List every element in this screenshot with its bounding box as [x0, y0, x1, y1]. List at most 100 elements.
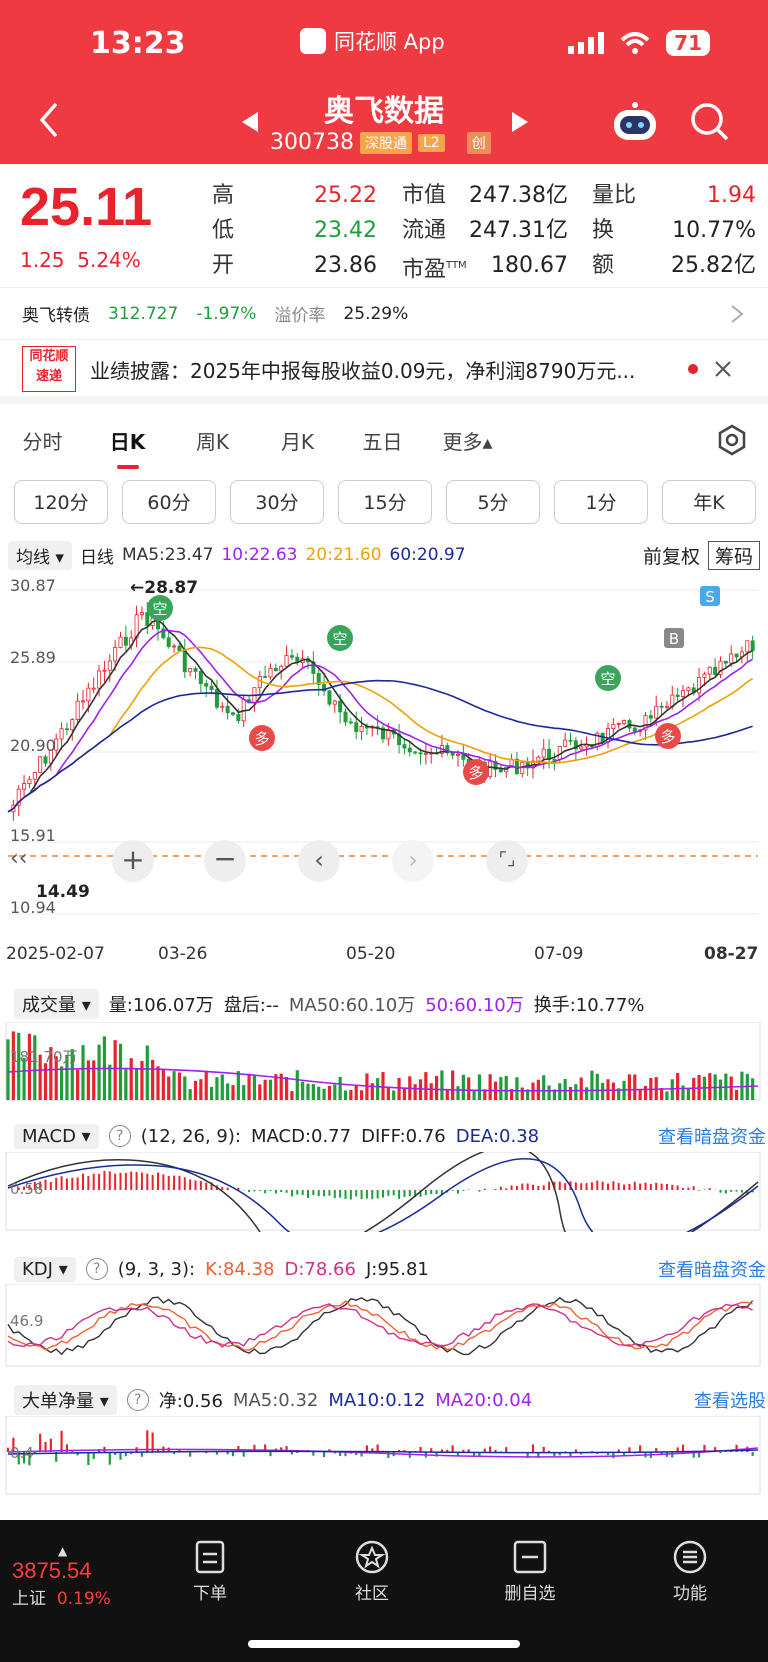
- close-icon[interactable]: [714, 360, 732, 378]
- volume-bar: [59, 1066, 64, 1100]
- convertible-bond-row[interactable]: 奥飞转债 312.727 -1.97% 溢价率 25.29%: [0, 288, 768, 340]
- big-link[interactable]: 查看选股: [694, 1391, 766, 1412]
- chevron-right-icon: [731, 304, 744, 323]
- status-icons: 71: [568, 30, 710, 56]
- candle-body: [316, 673, 321, 685]
- next-stock-icon[interactable]: [510, 110, 530, 134]
- candle-body: [182, 650, 187, 673]
- tab-five-day[interactable]: 五日: [362, 429, 403, 454]
- kdj-select[interactable]: KDJ ▾: [14, 1256, 76, 1282]
- nav-functions[interactable]: 功能: [640, 1540, 740, 1604]
- volume-bar: [488, 1074, 492, 1100]
- change-pct: 5.24%: [77, 248, 141, 272]
- nav-community[interactable]: 社区: [322, 1540, 422, 1604]
- tab-weekly-k[interactable]: 周K: [195, 429, 230, 454]
- volume-bar: [354, 1084, 358, 1100]
- kdj-link[interactable]: 查看暗盘资金: [658, 1260, 766, 1281]
- signal-marker-text: 多: [660, 728, 675, 746]
- candle-body: [573, 740, 578, 750]
- nav-order[interactable]: 下单: [160, 1540, 260, 1604]
- settings-icon[interactable]: [716, 424, 748, 456]
- volume-bar: [386, 1086, 390, 1100]
- volume-bar: [156, 1066, 160, 1100]
- help-icon[interactable]: ?: [108, 1125, 131, 1147]
- volume-bar: [552, 1089, 557, 1100]
- date-2: 05-20: [346, 944, 396, 964]
- volume-bar: [445, 1089, 449, 1100]
- volume-bar: [467, 1077, 471, 1100]
- last-price: 25.11: [20, 177, 153, 237]
- zoom-in-button[interactable]: +: [112, 840, 154, 882]
- volume-bar: [247, 1073, 251, 1100]
- price-change: 1.25 5.24%: [20, 248, 141, 272]
- kdj-chart[interactable]: [0, 1284, 768, 1368]
- candle-body: [214, 689, 219, 708]
- volume-bar: [242, 1085, 246, 1100]
- volume-bar: [718, 1079, 723, 1100]
- volume-bar: [92, 1060, 96, 1100]
- adjust-mode[interactable]: 前复权: [642, 545, 700, 568]
- search-icon[interactable]: [690, 102, 730, 142]
- candle-body: [643, 715, 648, 731]
- big-ma10: MA10:0.12: [328, 1389, 426, 1411]
- volume-bar: [188, 1089, 192, 1100]
- macd-select[interactable]: MACD ▾: [14, 1123, 99, 1149]
- after-hours: 盘后:--: [223, 995, 279, 1016]
- big-order-chart[interactable]: [0, 1416, 768, 1496]
- assistant-robot-icon[interactable]: [610, 100, 660, 144]
- volume-bar: [129, 1058, 133, 1100]
- status-time: 13:23: [90, 26, 186, 61]
- volume-bar: [359, 1090, 364, 1100]
- tab-intraday[interactable]: 分时: [22, 429, 63, 454]
- prev-stock-icon[interactable]: [240, 110, 260, 134]
- scroll-right-button[interactable]: ›: [392, 840, 434, 882]
- chip-button[interactable]: 筹码: [707, 540, 760, 570]
- tab-daily-k[interactable]: 日K: [85, 426, 170, 469]
- volume-bar: [665, 1091, 669, 1100]
- candle-body: [659, 705, 664, 708]
- amt-value: 25.82亿: [671, 253, 756, 278]
- fullscreen-button[interactable]: ⌜⌟: [486, 840, 528, 882]
- tab-more[interactable]: 更多▴: [442, 429, 493, 454]
- help-icon[interactable]: ?: [126, 1389, 149, 1411]
- header: 13:23 同花顺 App 71 奥飞数据 300738 深股通 L2 创: [0, 0, 768, 164]
- candle-body: [172, 645, 177, 648]
- zoom-out-button[interactable]: −: [204, 840, 246, 882]
- collapse-left-icon[interactable]: ‹‹: [10, 846, 28, 871]
- ma-line: [7, 646, 754, 813]
- candle-body: [413, 751, 418, 754]
- period-buttons: 120分 60分 30分 15分 5分 1分 年K: [14, 480, 756, 524]
- tab-monthly-k[interactable]: 月K: [280, 429, 315, 454]
- period-year-k[interactable]: 年K: [662, 480, 756, 524]
- volume-bar: [268, 1079, 273, 1100]
- macd-link[interactable]: 查看暗盘资金: [658, 1127, 766, 1148]
- period-15m[interactable]: 15分: [338, 480, 432, 524]
- volume-bar: [638, 1089, 642, 1100]
- big-order-select[interactable]: 大单净量 ▾: [14, 1385, 117, 1415]
- dea-line: [7, 1158, 759, 1232]
- high-value: 25.22: [314, 183, 377, 208]
- period-1m[interactable]: 1分: [554, 480, 648, 524]
- scroll-left-button[interactable]: ‹: [298, 840, 340, 882]
- candle-body: [64, 728, 69, 731]
- index-widget[interactable]: ▲ 3875.54 上证 0.19%: [12, 1544, 111, 1609]
- news-banner[interactable]: 同花顺 速递 业绩披露：2025年中报每股收益0.09元，净利润8790万元...: [0, 342, 768, 404]
- date-4: 08-27: [704, 944, 759, 964]
- period-5m[interactable]: 5分: [446, 480, 540, 524]
- volume-chart[interactable]: [0, 1022, 768, 1102]
- ma-select[interactable]: 均线 ▾: [8, 540, 72, 570]
- period-120m[interactable]: 120分: [14, 480, 108, 524]
- period-30m[interactable]: 30分: [230, 480, 324, 524]
- macd-chart[interactable]: [0, 1152, 768, 1232]
- volume-select[interactable]: 成交量 ▾: [14, 989, 99, 1019]
- help-icon[interactable]: ?: [85, 1258, 108, 1280]
- change-value: 1.25: [20, 248, 65, 272]
- nav-delete-watch[interactable]: 删自选: [480, 1540, 580, 1604]
- period-60m[interactable]: 60分: [122, 480, 216, 524]
- volume-bar: [499, 1077, 503, 1100]
- back-icon[interactable]: [38, 102, 60, 138]
- big-ma10-line: [7, 1449, 759, 1455]
- volume-bar: [751, 1078, 755, 1100]
- volume-bar: [590, 1070, 594, 1100]
